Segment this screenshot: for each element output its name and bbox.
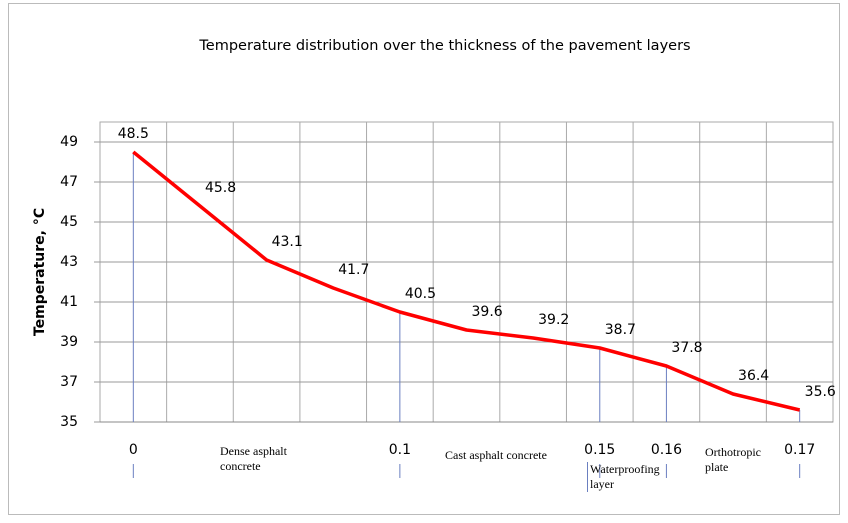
annotation: Waterproofing layer	[587, 462, 680, 492]
y-tick-label: 39	[60, 334, 78, 350]
y-tick-label: 35	[60, 414, 78, 430]
data-label: 39.2	[538, 312, 569, 328]
chart-title: Temperature distribution over the thickn…	[198, 38, 690, 54]
annotation: Orthotropic plate	[705, 445, 761, 474]
annotation: Dense asphalt concrete	[220, 444, 287, 473]
data-label: 36.4	[738, 368, 769, 384]
data-label: 43.1	[272, 234, 303, 250]
data-label: 40.5	[405, 286, 436, 302]
y-tick-label: 49	[60, 134, 78, 150]
x-tick-label: 0.15	[584, 442, 615, 458]
y-tick-label: 47	[60, 174, 78, 190]
y-tick-label: 41	[60, 294, 78, 310]
x-tick-label: 0	[129, 442, 138, 458]
line	[132, 150, 801, 412]
data-label: 37.8	[671, 340, 702, 356]
data-label: 38.7	[605, 322, 636, 338]
data-label: 39.6	[472, 304, 503, 320]
y-tick-label: 37	[60, 374, 78, 390]
x-tick-label: 0.17	[784, 442, 815, 458]
frame	[8, 3, 840, 515]
x-tick-label: 0.16	[651, 442, 682, 458]
data-label: 48.5	[118, 126, 149, 142]
data-label: 35.6	[805, 384, 836, 400]
data-label: 45.8	[205, 180, 236, 196]
x-tick-label: 0.1	[389, 442, 411, 458]
plot-border	[99, 121, 834, 423]
annotation: Cast asphalt concrete	[445, 448, 547, 462]
y-axis-label: Temperature, °C	[32, 208, 48, 336]
data-label: 41.7	[338, 262, 369, 278]
y-tick-label: 45	[60, 214, 78, 230]
y-tick-label: 43	[60, 254, 78, 270]
